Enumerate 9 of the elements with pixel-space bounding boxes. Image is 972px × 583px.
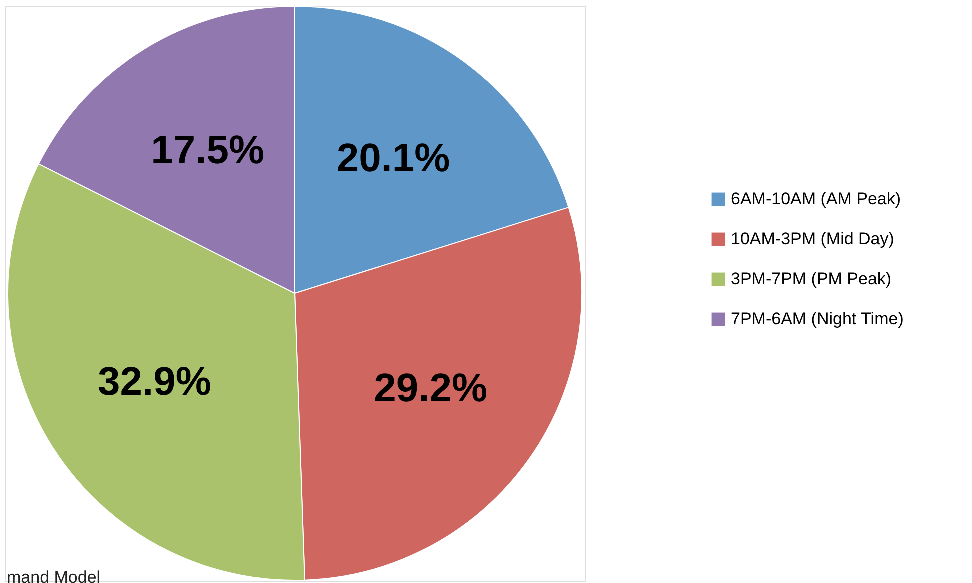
data-label: 20.1% bbox=[336, 136, 450, 180]
legend-label: 3PM-7PM (PM Peak) bbox=[731, 270, 892, 288]
data-label: 32.9% bbox=[98, 360, 212, 404]
legend-label: 7PM-6AM (Night Time) bbox=[731, 310, 904, 328]
text: mand Model bbox=[7, 568, 101, 583]
data-label: 29.2% bbox=[374, 366, 488, 411]
legend-label: 6AM-10AM (AM Peak) bbox=[731, 190, 902, 208]
data-label: 17.5% bbox=[151, 128, 264, 173]
legend-label: 10AM-3PM (Mid Day) bbox=[731, 230, 894, 248]
